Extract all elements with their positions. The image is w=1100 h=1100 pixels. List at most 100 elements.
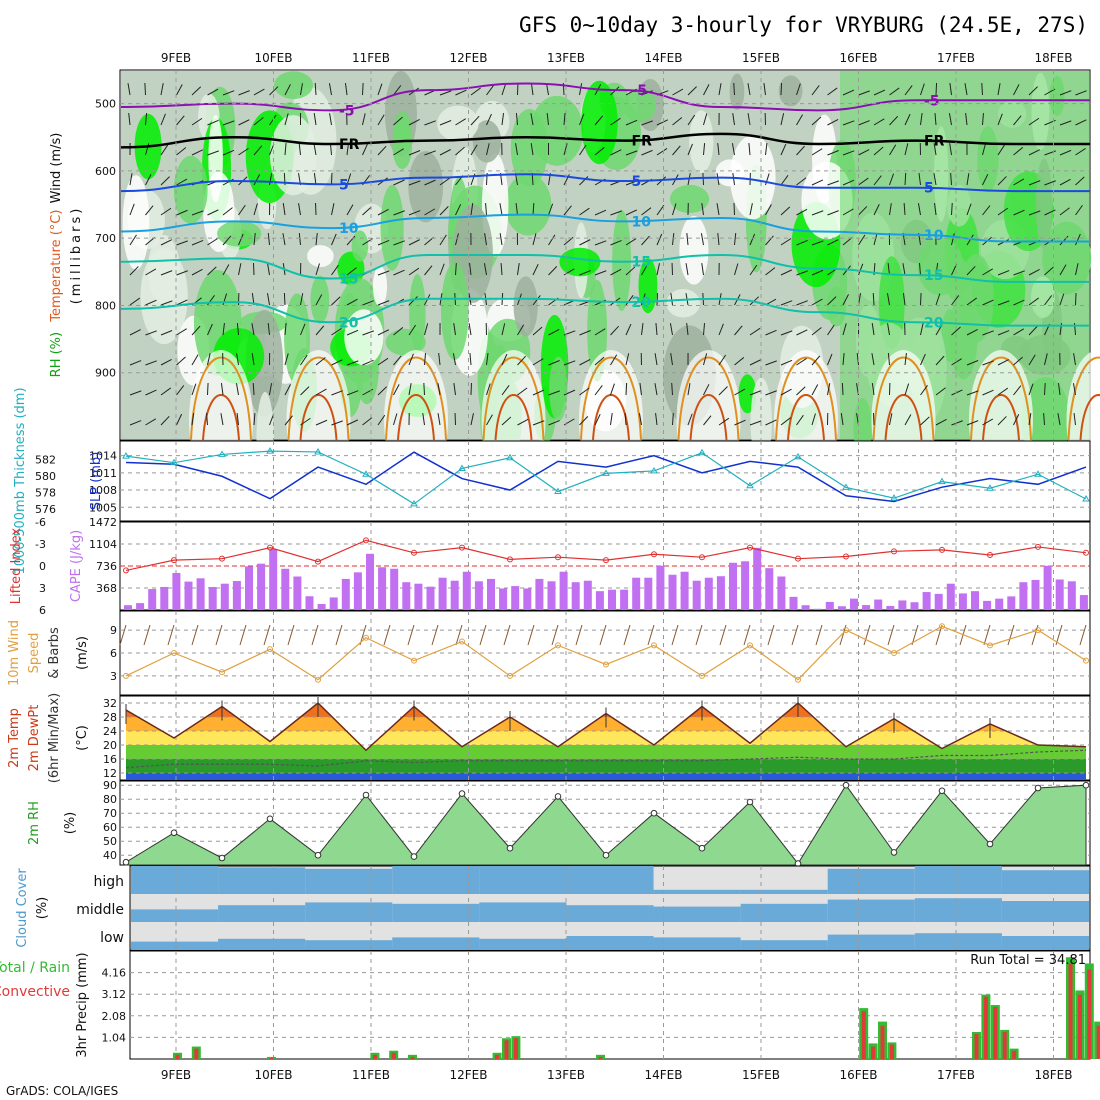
rh-patch: [778, 75, 803, 107]
wind-barb: [734, 419, 746, 426]
li-marker: [411, 549, 417, 556]
wind-barb: [579, 270, 591, 276]
wind-barb: [687, 413, 693, 426]
cloud-unit: (%): [35, 897, 50, 920]
precip-ticks: 4.16 3.12 2.08 1.04: [102, 967, 127, 1045]
wind-barb: [842, 179, 855, 186]
wind-barb: [997, 176, 1007, 186]
wind-barb: [393, 85, 402, 96]
wind-barb: [811, 298, 823, 306]
wind-barb: [749, 203, 753, 216]
date-label-bottom: 12FEB: [450, 1068, 488, 1082]
wind-barb: [765, 204, 772, 216]
wind-barb: [811, 116, 822, 126]
wind-barb: [453, 383, 456, 396]
date-label-top: 17FEB: [937, 51, 975, 65]
date-label-top: 13FEB: [547, 51, 585, 65]
wind-barb: [207, 382, 209, 396]
wind10-barb: [1031, 624, 1039, 646]
isotherm-30: [884, 394, 923, 441]
isotherm-30: [1079, 394, 1100, 441]
wind10-ylabel-2: Speed: [27, 633, 42, 674]
rh-patch: [408, 151, 444, 223]
wind10-barb: [767, 624, 775, 646]
wind-barb: [191, 268, 203, 276]
wind-barb: [238, 204, 246, 216]
wind-barb: [654, 383, 658, 396]
wind-barb: [796, 414, 804, 426]
wind-barb: [408, 296, 418, 306]
wind10-marker: [1083, 657, 1089, 664]
wind-barb: [315, 325, 325, 336]
wind-barb: [982, 205, 991, 216]
cloud-cells: [131, 866, 1089, 950]
wind-barb: [935, 263, 939, 276]
wind-barb: [191, 86, 202, 96]
wind-barb: [672, 145, 681, 156]
wind-barb: [269, 114, 277, 126]
wind-barb: [176, 115, 185, 126]
precip-convective-bar: [495, 1054, 500, 1059]
wind-barb: [1028, 325, 1038, 336]
wind-barb: [610, 268, 622, 276]
cape-bar: [269, 549, 278, 610]
wind-barb: [935, 355, 945, 366]
temp2m-lines: [125, 697, 1087, 769]
wind-barb: [176, 328, 187, 336]
wind10-barb: [911, 624, 919, 646]
cape-bar: [136, 603, 145, 610]
isotherm-label: FR: [339, 137, 360, 153]
wind-barb: [129, 266, 139, 276]
wind-barb: [579, 239, 591, 246]
wind10-barb: [527, 624, 535, 646]
wind-barb: [377, 208, 389, 216]
upper-air-panel: -5 -5 -5 FR FR FR 5 5 5 10 10 10 15 15 15 20 20 20 500 600…: [49, 69, 1100, 490]
wind-barb: [1013, 328, 1025, 336]
date-label-top: 9FEB: [161, 51, 191, 65]
wind-barb: [222, 207, 233, 216]
li-marker: [123, 567, 129, 574]
wind-barb: [251, 353, 255, 366]
rh2m-area-fill: [125, 784, 1087, 866]
cloud-cell-middle: [740, 903, 828, 922]
wind-barb: [176, 240, 188, 246]
wind-barb: [625, 238, 637, 246]
isotherm-30: [299, 394, 338, 441]
wind-barb: [344, 83, 348, 96]
wind10-marker: [747, 642, 753, 649]
slp-tick: 1014: [89, 450, 117, 463]
wind-barb: [747, 83, 751, 96]
rh-patch: [549, 356, 568, 422]
isotherm-label: 20: [632, 295, 652, 311]
wind-barb: [176, 385, 185, 396]
wind-barb: [610, 117, 621, 126]
wind-barb: [328, 83, 332, 96]
wind-barb: [672, 233, 675, 246]
isotherm-25: [677, 356, 740, 441]
wind-barb: [1075, 119, 1087, 126]
wind-barb: [362, 206, 372, 216]
isotherm-label: 10: [632, 214, 652, 230]
cloud-cell-high: [479, 866, 567, 894]
cloud-cell-low: [566, 936, 654, 950]
wind-barb: [1028, 383, 1034, 396]
wind-barb: [904, 383, 910, 396]
wind10-marker: [363, 634, 369, 641]
wind10-barb: [215, 624, 223, 646]
wind-barb: [346, 419, 359, 426]
wind-barb: [1013, 209, 1025, 216]
y-tick-label: 700: [95, 232, 116, 245]
li-marker: [363, 537, 369, 544]
wind-barb: [1044, 209, 1056, 216]
wind10-barb: [479, 624, 487, 646]
wind-barb: [439, 177, 451, 186]
thickness-marker: [218, 450, 226, 457]
wind-barb: [424, 265, 433, 276]
cape-ylabel: CAPE (J/kg): [69, 530, 84, 602]
wind-barb: [377, 300, 390, 306]
wind-barb: [639, 383, 642, 396]
thickness-marker: [1034, 470, 1042, 477]
wind-barb: [997, 207, 1009, 216]
wind-barb: [393, 327, 404, 336]
cape-tick: 1104: [89, 538, 117, 551]
